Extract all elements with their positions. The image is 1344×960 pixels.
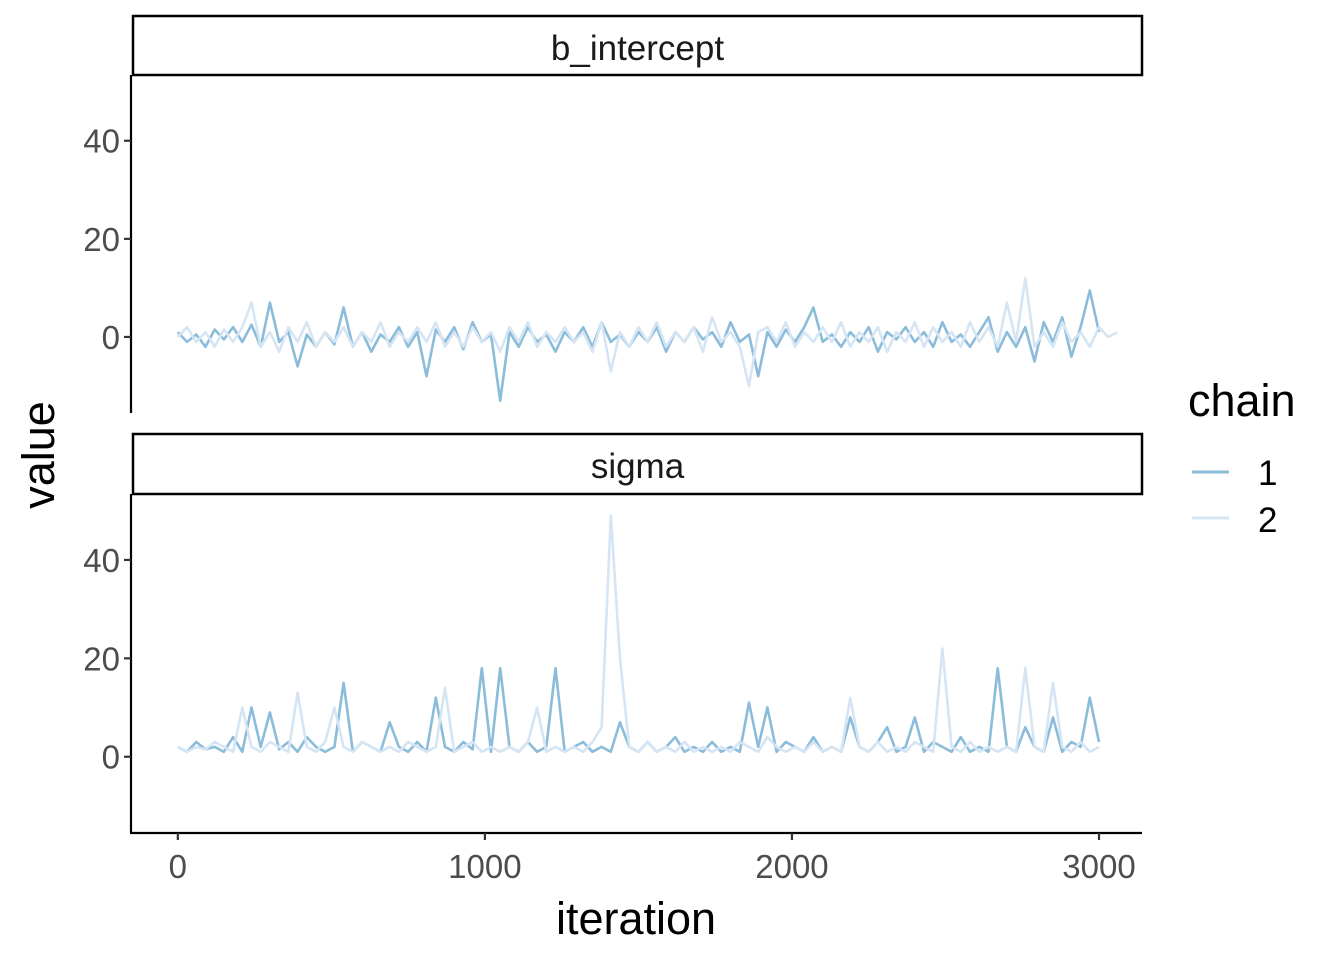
x-tick-label: 3000	[1062, 848, 1135, 885]
legend-title: chain	[1188, 375, 1296, 426]
y-tick-label: 40	[83, 123, 120, 160]
x-tick-label: 2000	[755, 848, 828, 885]
y-tick-label: 0	[102, 739, 120, 776]
series-line-chain-2	[177, 514, 1100, 754]
y-tick-label: 40	[83, 542, 120, 579]
legend-label-chain-1: 1	[1258, 454, 1277, 493]
panel-b-intercept: b_intercept 0 20 40	[83, 14, 1144, 413]
legend: chain 1 2	[1188, 375, 1296, 540]
legend-label-chain-2: 2	[1258, 501, 1277, 540]
x-tick-label: 0	[169, 848, 187, 885]
facet-strip	[131, 14, 1144, 77]
x-axis: 0 1000 2000 3000	[130, 831, 1142, 885]
x-axis-title: iteration	[556, 893, 716, 944]
y-tick-label: 0	[102, 319, 120, 356]
facet-strip-label: sigma	[591, 447, 685, 486]
facet-strip	[131, 432, 1144, 496]
panel-sigma: sigma 0 20 40	[83, 432, 1144, 833]
y-axis-title: value	[13, 401, 64, 509]
y-tick-label: 20	[83, 221, 120, 258]
series-line-chain-1	[177, 666, 1101, 754]
series-line-chain-2	[176, 276, 1119, 388]
y-tick-label: 20	[83, 640, 120, 677]
facet-strip-label: b_intercept	[551, 29, 724, 68]
x-tick-label: 1000	[448, 848, 521, 885]
